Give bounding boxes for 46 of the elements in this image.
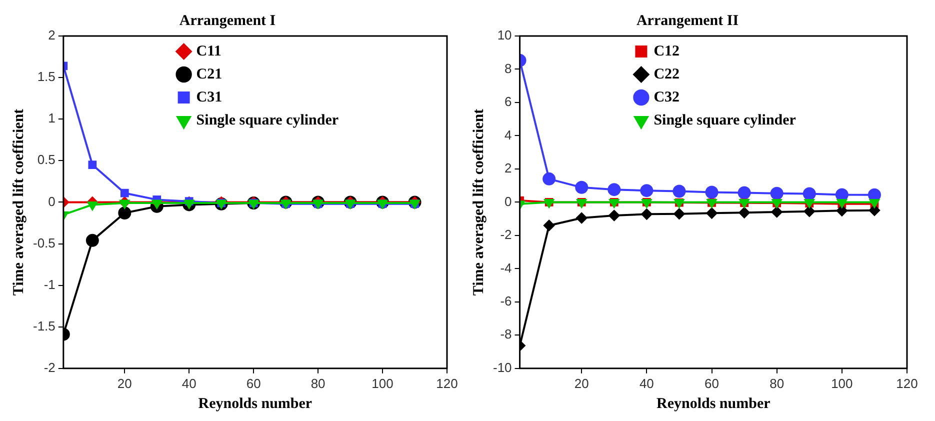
legend-label: C32	[654, 89, 680, 106]
x-axis-title: Reynolds number	[656, 396, 771, 412]
y-axis-title: Time averaged lift coefficient	[10, 108, 27, 296]
legend-label: C21	[196, 66, 222, 82]
legend-label: Single square cylinder	[196, 112, 339, 128]
x-tick-label: 120	[896, 376, 918, 391]
x-tick-label: 80	[310, 376, 326, 391]
chart-title: Arrangement II	[636, 12, 739, 29]
x-tick-label: 40	[182, 376, 196, 391]
y-tick-label: -1	[44, 276, 56, 292]
y-tick-label: -6	[500, 294, 512, 308]
y-tick-label: -1.5	[32, 318, 56, 334]
y-tick-label: -2	[500, 227, 512, 242]
y-tick-label: -4	[500, 260, 512, 276]
y-axis-title: Time averaged lift coefficient	[470, 108, 487, 296]
x-tick-label: 100	[372, 376, 394, 391]
x-tick-label: 20	[574, 376, 589, 391]
x-tick-label: 60	[246, 376, 261, 391]
y-tick-label: -0.5	[32, 235, 56, 250]
y-tick-label: 8	[504, 60, 512, 76]
y-tick-label: 1.5	[37, 69, 56, 84]
x-tick-label: 60	[704, 376, 719, 391]
y-tick-label: 4	[504, 127, 512, 142]
x-tick-label: 40	[639, 376, 654, 391]
y-tick-label: 1	[48, 110, 56, 126]
y-tick-label: -2	[44, 360, 56, 375]
y-tick-label: -8	[500, 326, 512, 342]
y-tick-label: 0	[48, 194, 56, 209]
x-tick-label: 20	[117, 376, 132, 391]
x-tick-label: 120	[436, 376, 458, 391]
y-tick-label: -10	[492, 360, 512, 375]
y-tick-label: 10	[497, 28, 512, 43]
x-axis-title: Reynolds number	[198, 396, 312, 412]
legend-label: C31	[196, 89, 222, 106]
chart-title: Arrangement I	[179, 12, 276, 29]
y-tick-label: 2	[48, 28, 56, 43]
legend-label: C12	[654, 43, 680, 60]
y-tick-label: 2	[504, 160, 512, 176]
legend-label: C22	[654, 66, 680, 82]
x-tick-label: 80	[770, 376, 784, 391]
legend-label: Single square cylinder	[654, 112, 796, 128]
x-tick-label: 100	[831, 376, 853, 391]
y-tick-label: 6	[504, 94, 512, 110]
y-tick-label: 0	[504, 194, 512, 209]
y-tick-label: 0.5	[37, 152, 56, 168]
legend-label: C11	[196, 43, 222, 60]
